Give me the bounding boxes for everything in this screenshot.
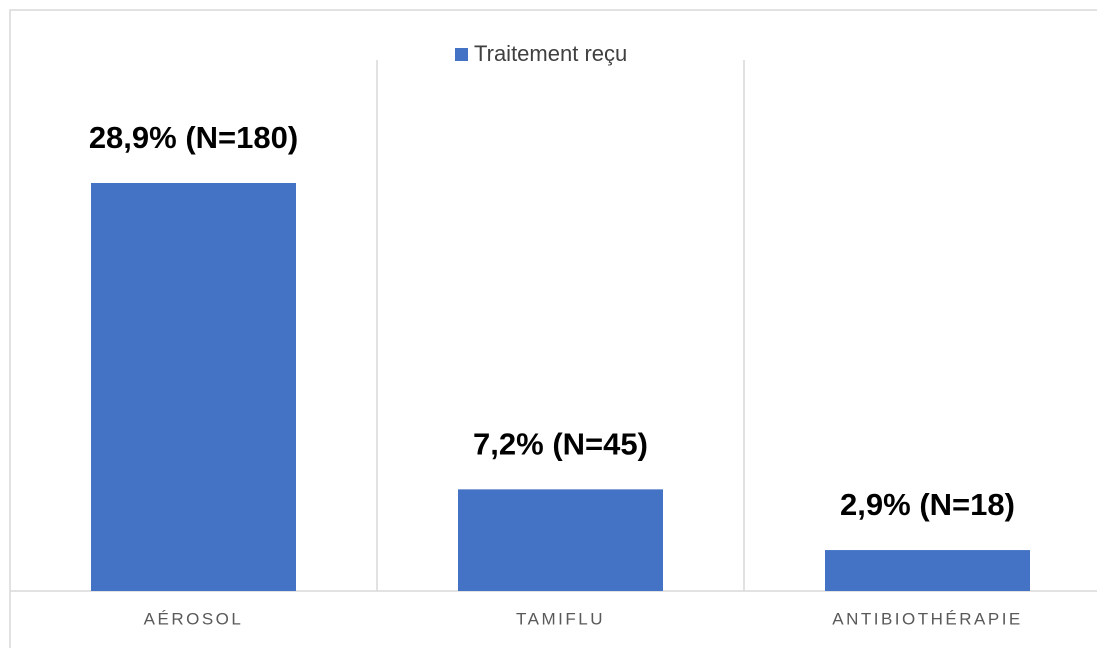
- chart-frame: [9, 9, 1097, 648]
- legend-swatch: [455, 48, 468, 61]
- bar: [825, 550, 1030, 591]
- x-tick-label: ANTIBIOTHÉRAPIE: [832, 609, 1023, 628]
- legend-label: Traitement reçu: [474, 41, 627, 66]
- data-label: 7,2% (N=45): [473, 427, 648, 462]
- bar: [458, 489, 663, 591]
- data-label: 2,9% (N=18): [840, 487, 1015, 522]
- bar: [91, 183, 296, 591]
- x-tick-label: TAMIFLU: [516, 609, 605, 628]
- x-tick-label: AÉROSOL: [144, 609, 244, 628]
- data-label: 28,9% (N=180): [89, 120, 298, 155]
